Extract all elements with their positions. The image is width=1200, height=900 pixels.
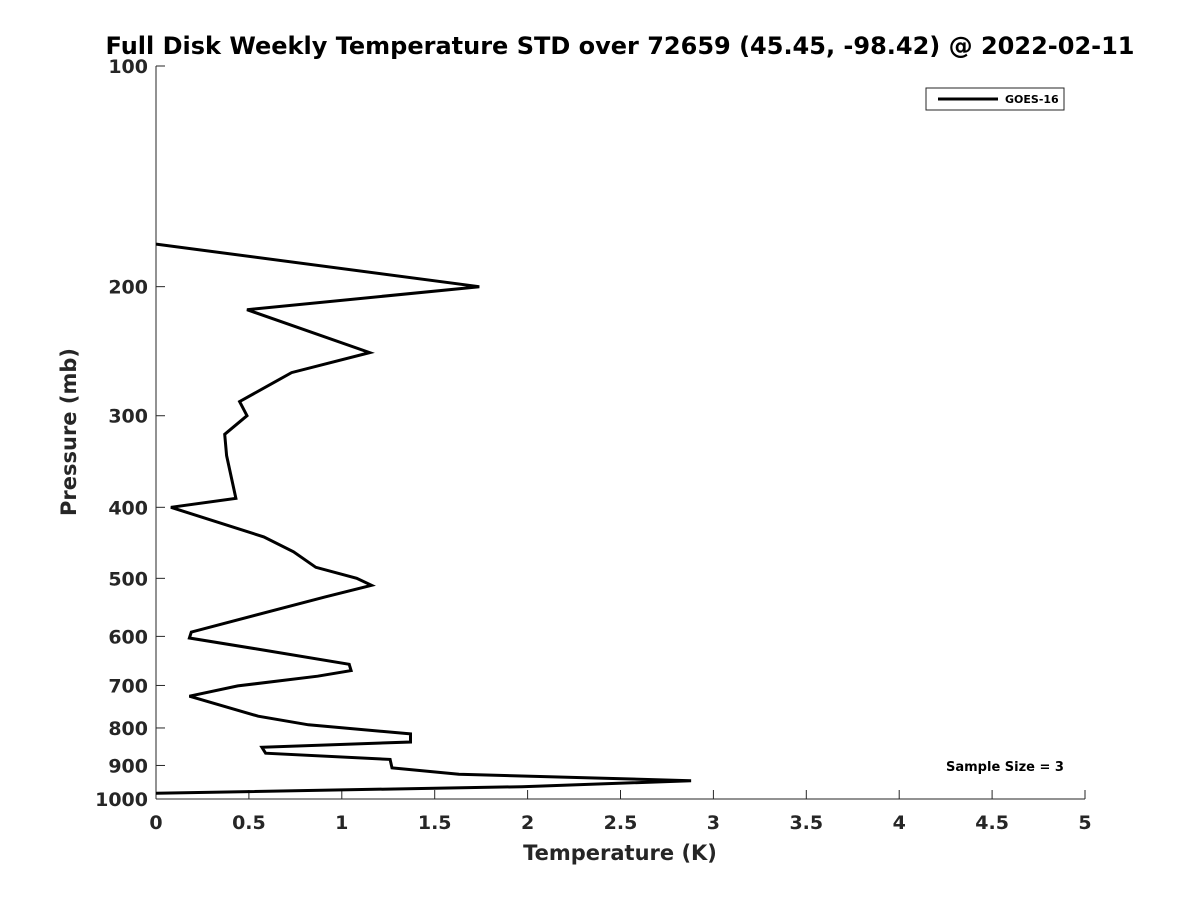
- x-tick-label: 0.5: [232, 812, 266, 834]
- legend: GOES-16: [925, 87, 1065, 111]
- series-line-goes-16: [156, 242, 692, 795]
- y-tick-label: 700: [108, 675, 148, 697]
- x-tick-label: 5: [1078, 812, 1091, 834]
- y-tick-label: 600: [108, 626, 148, 648]
- x-tick-label: 4: [893, 812, 906, 834]
- y-tick-label: 900: [108, 755, 148, 777]
- plot-axes: [155, 66, 1085, 800]
- x-tick-label: 1: [335, 812, 348, 834]
- y-tick-label: 500: [108, 568, 148, 590]
- x-tick-label: 3: [707, 812, 720, 834]
- y-axis-ticks: 100 200 300 400 500 600 700 800 900 1000: [95, 56, 165, 811]
- y-axis-label: Pressure (mb): [57, 348, 81, 516]
- x-tick-label: 2: [521, 812, 534, 834]
- y-tick-label: 100: [108, 56, 148, 78]
- x-tick-label: 2.5: [604, 812, 638, 834]
- series-layer: [156, 242, 692, 795]
- y-tick-label: 400: [108, 497, 148, 519]
- x-axis-ticks: 0 0.5 1 1.5 2 2.5 3 3.5 4 4.5 5: [149, 790, 1092, 834]
- y-tick-label: 1000: [95, 789, 148, 811]
- x-axis-label: Temperature (K): [523, 841, 717, 865]
- y-tick-label: 300: [108, 406, 148, 428]
- x-tick-label: 0: [149, 812, 162, 834]
- chart-title: Full Disk Weekly Temperature STD over 72…: [106, 32, 1135, 60]
- sample-size-annotation: Sample Size = 3: [946, 760, 1064, 775]
- x-tick-label: 4.5: [975, 812, 1009, 834]
- y-tick-label: 800: [108, 718, 148, 740]
- x-tick-label: 1.5: [418, 812, 452, 834]
- y-tick-label: 200: [108, 277, 148, 299]
- x-tick-label: 3.5: [789, 812, 823, 834]
- legend-series-label: GOES-16: [1005, 93, 1059, 106]
